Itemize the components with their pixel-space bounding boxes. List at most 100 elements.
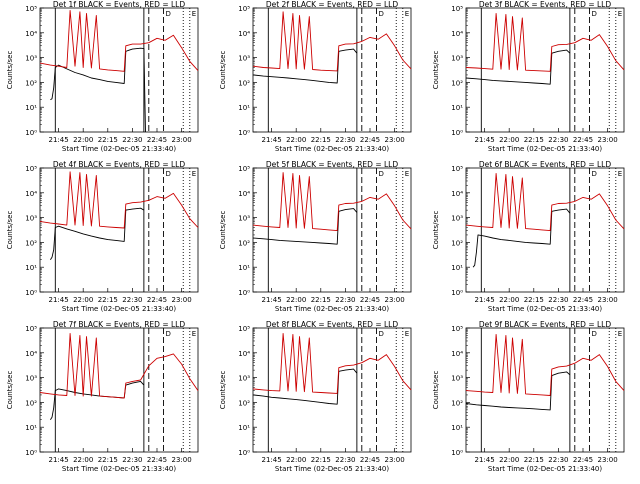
y-tick-label: 10⁵ bbox=[451, 5, 463, 13]
y-tick-label: 10⁰ bbox=[451, 449, 463, 457]
y-tick-label: 10² bbox=[451, 399, 463, 407]
y-tick-label: 10² bbox=[25, 79, 37, 87]
x-tick-label: 21:45 bbox=[261, 136, 281, 144]
x-tick-label: 23:00 bbox=[385, 296, 405, 304]
plot-frame bbox=[39, 7, 199, 133]
y-tick-label: 10² bbox=[238, 79, 250, 87]
panel-chart-svg: Det 1f BLACK = Events, RED = LLD 10⁰ 10¹ 10… bbox=[6, 0, 199, 153]
x-tick-label: 22:45 bbox=[360, 456, 380, 464]
x-tick-label: 22:30 bbox=[548, 456, 568, 464]
lld-series-line bbox=[252, 11, 412, 72]
lld-series-line bbox=[465, 333, 625, 396]
lld-series-line bbox=[252, 172, 412, 232]
y-tick-label: 10³ bbox=[451, 375, 463, 383]
x-tick-label: 22:00 bbox=[499, 136, 519, 144]
y-tick-label: 10⁰ bbox=[238, 449, 250, 457]
marker-label-e: E bbox=[618, 330, 622, 338]
y-tick-label: 10⁴ bbox=[25, 350, 37, 358]
x-tick-label: 22:30 bbox=[122, 136, 142, 144]
x-tick-label: 22:45 bbox=[360, 136, 380, 144]
x-tick-label: 21:45 bbox=[474, 296, 494, 304]
panel-chart-svg: Det 7f BLACK = Events, RED = LLD 10⁰ 10¹ 10… bbox=[6, 320, 199, 473]
x-tick-label: 22:00 bbox=[286, 296, 306, 304]
x-tick-label: 22:00 bbox=[73, 136, 93, 144]
y-tick-label: 10⁰ bbox=[238, 129, 250, 137]
panel-chart-svg: Det 9f BLACK = Events, RED = LLD 10⁰ 10¹ 10… bbox=[432, 320, 625, 473]
detector-panel-3: Det 3f BLACK = Events, RED = LLD 10⁰ 10¹ 10… bbox=[426, 0, 639, 160]
y-tick-label: 10⁵ bbox=[25, 325, 37, 333]
x-tick-label: 21:45 bbox=[474, 456, 494, 464]
x-tick-label: 23:00 bbox=[385, 136, 405, 144]
panel-title: Det 2f BLACK = Events, RED = LLD bbox=[266, 0, 399, 9]
y-tick-label: 10⁵ bbox=[451, 165, 463, 173]
lld-series-line bbox=[465, 173, 625, 232]
x-tick-label: 22:45 bbox=[147, 296, 167, 304]
plot-frame bbox=[252, 167, 412, 293]
marker-label-e: E bbox=[618, 170, 622, 178]
y-tick-label: 10¹ bbox=[238, 264, 250, 272]
panel-title: Det 4f BLACK = Events, RED = LLD bbox=[53, 160, 186, 169]
panel-chart-svg: Det 5f BLACK = Events, RED = LLD 10⁰ 10¹ 10… bbox=[219, 160, 412, 313]
y-tick-label: 10⁰ bbox=[25, 129, 37, 137]
x-tick-label: 21:45 bbox=[48, 136, 68, 144]
x-tick-label: 22:15 bbox=[311, 296, 331, 304]
lld-series-line bbox=[465, 13, 625, 72]
events-series-line bbox=[465, 371, 571, 411]
y-tick-label: 10⁰ bbox=[451, 129, 463, 137]
panel-chart-svg: Det 4f BLACK = Events, RED = LLD 10⁰ 10¹ 10… bbox=[6, 160, 199, 313]
marker-label-e: E bbox=[192, 170, 196, 178]
x-tick-label: 22:15 bbox=[98, 456, 118, 464]
x-tick-label: 21:45 bbox=[48, 296, 68, 304]
y-tick-label: 10⁰ bbox=[451, 289, 463, 297]
events-series-line bbox=[50, 380, 145, 420]
panel-chart-svg: Det 2f BLACK = Events, RED = LLD 10⁰ 10¹ 10… bbox=[219, 0, 412, 153]
y-tick-label: 10⁵ bbox=[238, 325, 250, 333]
y-tick-label: 10³ bbox=[238, 375, 250, 383]
x-tick-label: 21:45 bbox=[48, 456, 68, 464]
panel-title: Det 5f BLACK = Events, RED = LLD bbox=[266, 160, 399, 169]
y-tick-label: 10² bbox=[25, 399, 37, 407]
marker-label-e: E bbox=[405, 330, 409, 338]
y-tick-label: 10¹ bbox=[238, 104, 250, 112]
y-tick-label: 10³ bbox=[238, 55, 250, 63]
events-series-line bbox=[252, 368, 358, 405]
x-tick-label: 22:00 bbox=[286, 136, 306, 144]
marker-label-e: E bbox=[618, 10, 622, 18]
x-tick-label: 23:00 bbox=[385, 456, 405, 464]
x-tick-label: 22:30 bbox=[335, 136, 355, 144]
y-tick-label: 10¹ bbox=[238, 424, 250, 432]
x-tick-label: 23:00 bbox=[172, 136, 192, 144]
x-tick-label: 22:45 bbox=[147, 456, 167, 464]
detector-panel-9: Det 9f BLACK = Events, RED = LLD 10⁰ 10¹ 10… bbox=[426, 320, 639, 480]
lld-series-line bbox=[39, 333, 199, 399]
x-tick-label: 22:15 bbox=[98, 136, 118, 144]
y-tick-label: 10¹ bbox=[451, 424, 463, 432]
x-tick-label: 22:15 bbox=[311, 456, 331, 464]
x-tick-label: 22:30 bbox=[335, 456, 355, 464]
x-tick-label: 22:45 bbox=[573, 136, 593, 144]
events-series-line bbox=[465, 49, 571, 85]
y-tick-label: 10⁴ bbox=[238, 190, 250, 198]
y-axis-label: Counts/sec bbox=[432, 51, 440, 90]
y-tick-label: 10⁰ bbox=[238, 289, 250, 297]
detector-panel-6: Det 6f BLACK = Events, RED = LLD 10⁰ 10¹ 10… bbox=[426, 160, 639, 320]
y-axis-label: Counts/sec bbox=[219, 211, 227, 250]
marker-label-d: D bbox=[592, 10, 597, 18]
y-tick-label: 10⁵ bbox=[25, 5, 37, 13]
marker-label-d: D bbox=[379, 10, 384, 18]
y-axis-label: Counts/sec bbox=[6, 51, 14, 90]
y-tick-label: 10³ bbox=[25, 375, 37, 383]
panel-title: Det 7f BLACK = Events, RED = LLD bbox=[53, 320, 186, 329]
y-tick-label: 10³ bbox=[451, 215, 463, 223]
x-axis-label: Start Time (02-Dec-05 21:33:40) bbox=[62, 305, 176, 313]
x-tick-label: 22:30 bbox=[548, 136, 568, 144]
y-tick-label: 10⁴ bbox=[451, 190, 463, 198]
x-tick-label: 22:45 bbox=[573, 296, 593, 304]
x-tick-label: 22:15 bbox=[311, 136, 331, 144]
y-tick-label: 10⁵ bbox=[451, 325, 463, 333]
y-tick-label: 10² bbox=[451, 79, 463, 87]
marker-label-d: D bbox=[379, 170, 384, 178]
detector-panel-7: Det 7f BLACK = Events, RED = LLD 10⁰ 10¹ 10… bbox=[0, 320, 213, 480]
y-tick-label: 10² bbox=[25, 239, 37, 247]
marker-label-d: D bbox=[166, 10, 171, 18]
